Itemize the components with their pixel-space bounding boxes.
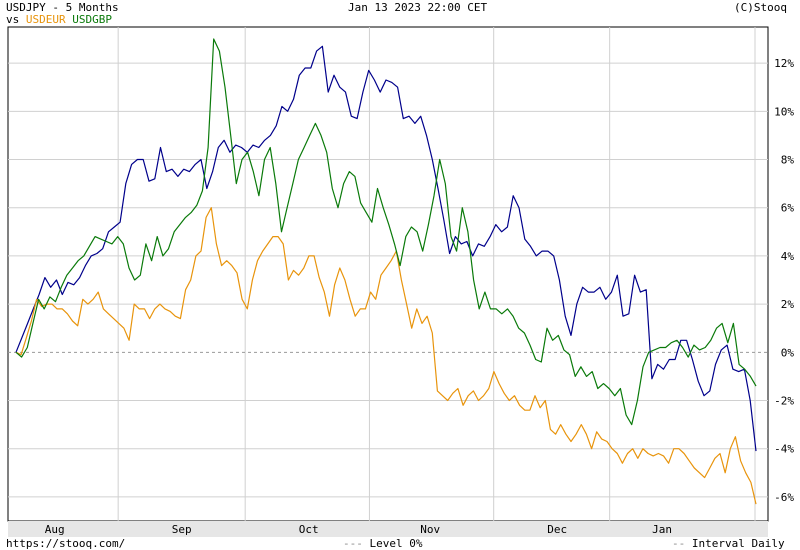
x-axis-bar [8, 521, 768, 537]
y-tick-label: -4% [774, 443, 794, 456]
legend-usdgbp: USDGBP [72, 13, 112, 26]
y-tick-label: 12% [774, 57, 794, 70]
y-tick-label: 6% [781, 202, 795, 215]
footer-interval: -- Interval Daily [672, 537, 785, 550]
legend-usdeur: USDEUR [25, 13, 66, 26]
x-tick-label-oct: Oct [299, 523, 319, 536]
series-lines [15, 38, 757, 505]
x-tick-label-aug: Aug [45, 523, 65, 536]
series-line-usdgbp [15, 38, 757, 426]
y-tick-label: -2% [774, 395, 794, 408]
interval-dash-icon: -- [672, 537, 686, 550]
legend: vs USDEUR USDGBP [6, 13, 112, 26]
x-axis-ticks: Aug Sep Oct Nov Dec Jan [45, 523, 672, 536]
chart-title: USDJPY - 5 Months [6, 1, 119, 14]
y-tick-label: -6% [774, 491, 794, 504]
timestamp: Jan 13 2023 22:00 CET [348, 1, 488, 14]
y-axis-ticks: 12% 10% 8% 6% 4% 2% 0% -2% -4% -6% [774, 57, 794, 504]
legend-vs: vs [6, 13, 20, 26]
x-tick-label-jan: Jan [652, 523, 672, 536]
y-tick-label: 0% [781, 346, 795, 359]
series-line-usdjpy [15, 45, 757, 452]
y-tick-label: 8% [781, 154, 795, 167]
interval-label: Interval Daily [691, 537, 785, 550]
copyright: (C)Stooq [734, 1, 787, 14]
footer-level: --- Level 0% [343, 537, 422, 550]
plot-frame [7, 26, 769, 522]
level-dash-icon: --- [343, 537, 363, 550]
y-tick-label: 2% [781, 298, 795, 311]
level-label: Level 0% [369, 537, 423, 550]
x-tick-label-nov: Nov [420, 523, 440, 536]
x-tick-label-dec: Dec [547, 523, 567, 536]
y-tick-label: 10% [774, 105, 794, 118]
series-line-usdeur [15, 207, 757, 505]
y-tick-label: 4% [781, 250, 795, 263]
footer-url[interactable]: https://stooq.com/ [6, 537, 126, 550]
x-tick-label-sep: Sep [172, 523, 192, 536]
